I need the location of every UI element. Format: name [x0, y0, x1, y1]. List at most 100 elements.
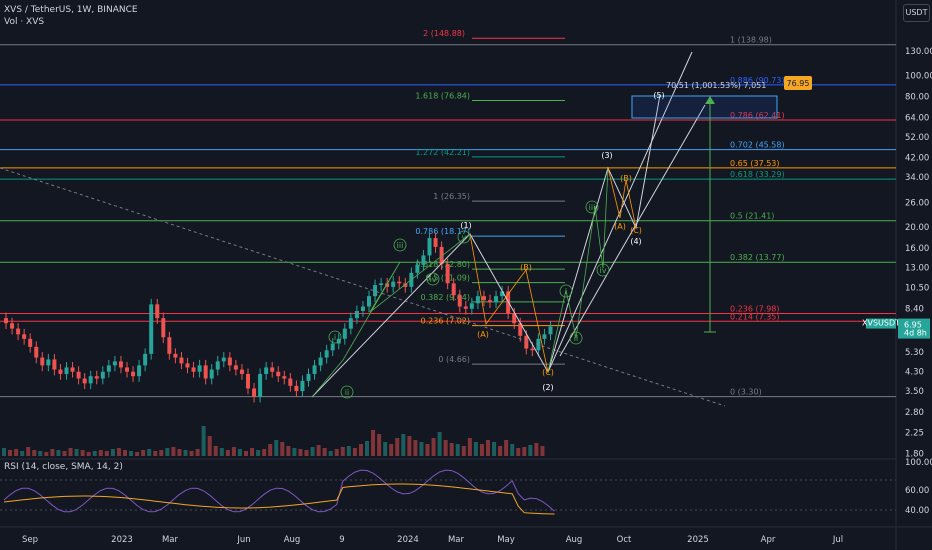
fib-label: 0.65 (37.53) — [730, 159, 780, 168]
volume-bar — [540, 446, 545, 456]
rsi-title[interactable]: RSI (14, close, SMA, 14, 2) — [4, 462, 123, 472]
volume-bar — [292, 448, 297, 456]
volume-bar — [504, 440, 509, 456]
volume-bar — [171, 447, 176, 456]
candle-body — [221, 357, 226, 362]
volume-bar — [473, 442, 478, 456]
volume-bar — [219, 448, 224, 456]
candle-body — [306, 373, 311, 381]
wave-circle — [457, 230, 471, 244]
volume-bar — [44, 452, 49, 456]
volume-bar — [443, 440, 448, 456]
time-axis-tick: Jul — [832, 535, 843, 545]
volume-bar — [395, 438, 400, 456]
volume-bar — [413, 440, 418, 456]
volume-bar — [26, 447, 31, 456]
candle-body — [155, 304, 160, 319]
wave-label: iii — [589, 203, 596, 212]
candle-body — [173, 353, 178, 358]
candle-body — [46, 359, 51, 366]
wave-circle — [596, 263, 610, 277]
volume-bar — [256, 450, 261, 456]
price-axis-tick: 42.00 — [905, 153, 929, 163]
volume-bar — [8, 450, 13, 456]
candle-body — [439, 246, 444, 265]
candle-body — [76, 371, 81, 379]
volume-bar — [316, 445, 321, 456]
wave-path-abc — [469, 233, 549, 373]
candle-body — [373, 285, 378, 297]
candle-body — [542, 334, 547, 339]
candle-body — [149, 304, 154, 354]
volume-bar — [274, 440, 279, 456]
volume-bar — [159, 450, 164, 456]
fib-label: 0.618 (12.80) — [415, 260, 470, 269]
wave-label: (3) — [601, 151, 612, 160]
volume-bar — [340, 447, 345, 456]
candle-body — [530, 348, 535, 351]
wave-circle — [340, 385, 354, 399]
candle-body — [294, 385, 299, 392]
volume-bar — [92, 451, 97, 456]
candle-body — [215, 361, 220, 370]
wave-label: (B) — [620, 174, 632, 183]
time-axis-tick: 2025 — [687, 535, 709, 545]
volume-bar — [322, 448, 327, 456]
candle-body — [22, 334, 27, 339]
trendline — [0, 167, 726, 407]
wave-label: (C) — [630, 226, 642, 235]
wave-label: (A) — [614, 222, 626, 231]
volume-bar — [225, 450, 230, 456]
time-axis-tick: 2023 — [111, 535, 133, 545]
last-price-value: 6.95 — [904, 321, 922, 330]
volume-title[interactable]: Vol · XVS — [4, 17, 45, 27]
fib-label: 0 (4.66) — [438, 355, 470, 364]
candle-body — [167, 337, 172, 354]
target-box — [631, 95, 778, 119]
wave-label: i — [334, 333, 336, 342]
price-axis-tick: 4.30 — [905, 368, 924, 378]
price-axis-tick: 1.80 — [905, 450, 924, 460]
candle-body — [233, 365, 238, 370]
volume-bar — [492, 442, 497, 456]
volume-bar — [352, 448, 357, 456]
rsi-axis-tick: 40.00 — [905, 506, 929, 516]
price-axis-tick: 64.00 — [905, 114, 929, 124]
volume-bar — [310, 447, 315, 456]
candle-body — [300, 380, 305, 392]
volume-bar — [123, 450, 127, 456]
candle-body — [246, 373, 250, 389]
volume-bar — [498, 446, 503, 456]
volume-bar — [98, 450, 103, 456]
symbol-title[interactable]: XVS / TetherUS, 1W, BINANCE — [4, 5, 138, 15]
wave-label: (4) — [630, 237, 641, 246]
fib-label: 0.5 (21.41) — [730, 212, 774, 221]
volume-bar — [516, 448, 521, 456]
volume-bar — [371, 430, 376, 456]
fib-label: 0.382 (13.77) — [730, 253, 785, 262]
fib-label: 0.702 (45.58) — [730, 141, 785, 150]
volume-bar — [425, 444, 430, 456]
last-price-badge — [898, 318, 930, 339]
candle-body — [500, 291, 505, 297]
volume-bar — [183, 450, 188, 456]
fib-label: 0.236 (7.02) — [421, 317, 471, 326]
candle-body — [360, 306, 365, 311]
volume-bar — [165, 448, 170, 456]
wave-circle — [393, 238, 407, 252]
candle-body — [330, 343, 335, 351]
candle-body — [100, 371, 105, 379]
volume-bar — [455, 444, 460, 456]
volume-bar — [80, 450, 85, 456]
currency-badge[interactable]: USDT — [903, 4, 930, 22]
candle-body — [354, 310, 359, 319]
volume-bar — [419, 442, 424, 456]
candle-body — [548, 326, 553, 335]
time-axis-tick: Oct — [617, 535, 632, 545]
volume-bar — [358, 444, 363, 456]
channel-lower — [559, 104, 706, 357]
fib-label: 0 (3.30) — [730, 388, 762, 397]
wave-label: (C) — [542, 368, 554, 377]
